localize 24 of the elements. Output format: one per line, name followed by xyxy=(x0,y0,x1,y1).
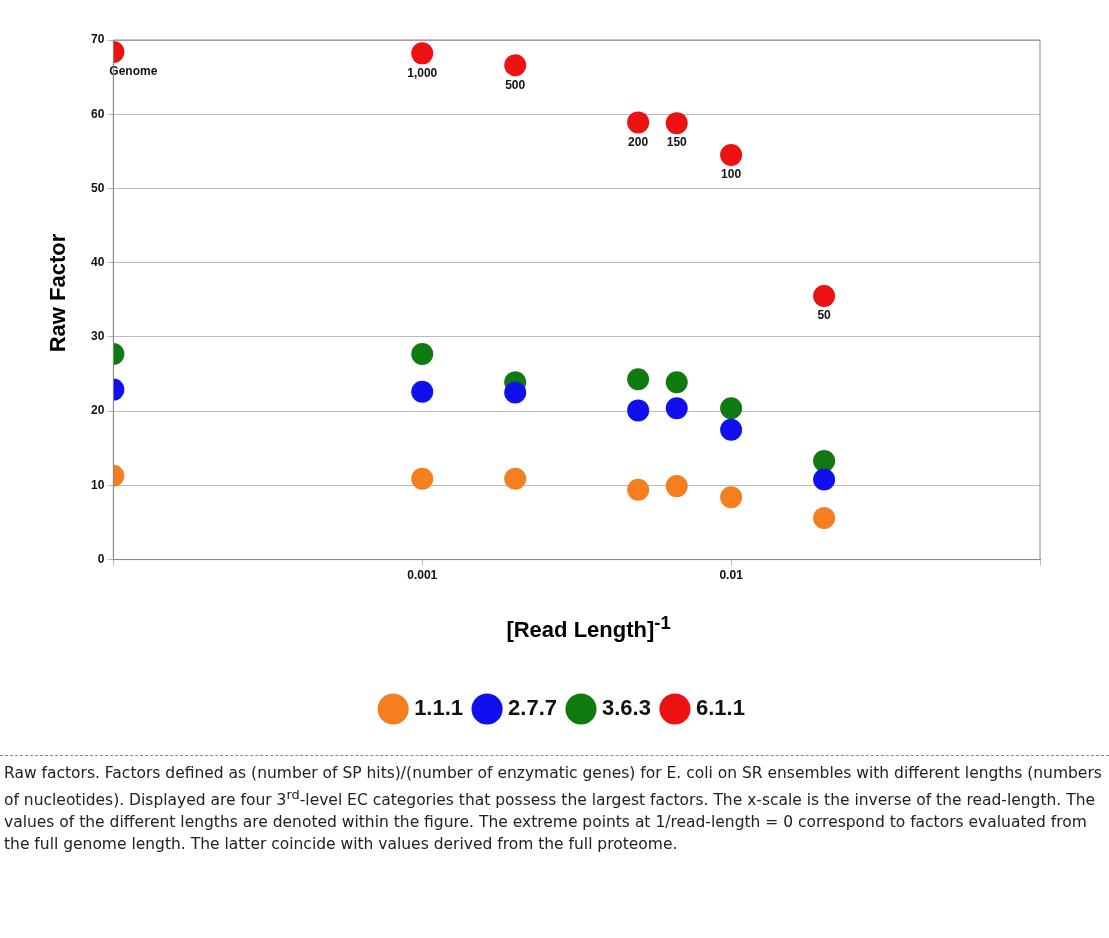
y-tick-label: 20 xyxy=(90,403,105,418)
y-tick-label: 30 xyxy=(90,329,105,344)
y-axis-title: Raw Factor xyxy=(45,233,71,353)
y-tick-label: 40 xyxy=(90,255,105,269)
annotation: 100 xyxy=(721,167,742,182)
x-axis-title: [Read Length]$^{-1}$ xyxy=(505,612,672,644)
annotation: 200 xyxy=(628,134,649,149)
x-tick-label: 0.01 xyxy=(719,568,744,583)
x-tick-label: 0.001 xyxy=(407,568,438,583)
y-tick-label: 50 xyxy=(90,180,105,195)
annotation: 1,000 xyxy=(407,65,438,80)
annotation: 500 xyxy=(505,77,526,92)
annotation: Genome xyxy=(109,64,158,79)
legend-label: 6.1.1 xyxy=(695,695,745,721)
legend-label: 1.1.1 xyxy=(414,695,464,721)
y-tick-label: 10 xyxy=(90,477,105,492)
text: Raw factors. Factors defined as (number of SP hits)/(number of enzymatic genes) for E. coli on SR ensembles with different lengths (numbers of nucleotides). Displayed are four 3$^{rd}$-level EC categories that possess the largest factors. The x-scale is the inverse of the read-length. The values of the different lengths are denoted within the figure. The extreme points at 1/read-length = 0 correspond to factors evaluated from the full genome length. The latter coincide with values derived from the full proteome. xyxy=(0,755,1109,856)
legend-label: 2.7.7 xyxy=(508,695,558,721)
y-tick-label: 70 xyxy=(90,32,105,47)
y-tick-label: 60 xyxy=(90,106,105,121)
y-tick-label: 0 xyxy=(97,551,105,566)
annotation: 50 xyxy=(817,308,832,323)
legend-label: 3.6.3 xyxy=(602,695,651,721)
annotation: 150 xyxy=(666,135,688,150)
